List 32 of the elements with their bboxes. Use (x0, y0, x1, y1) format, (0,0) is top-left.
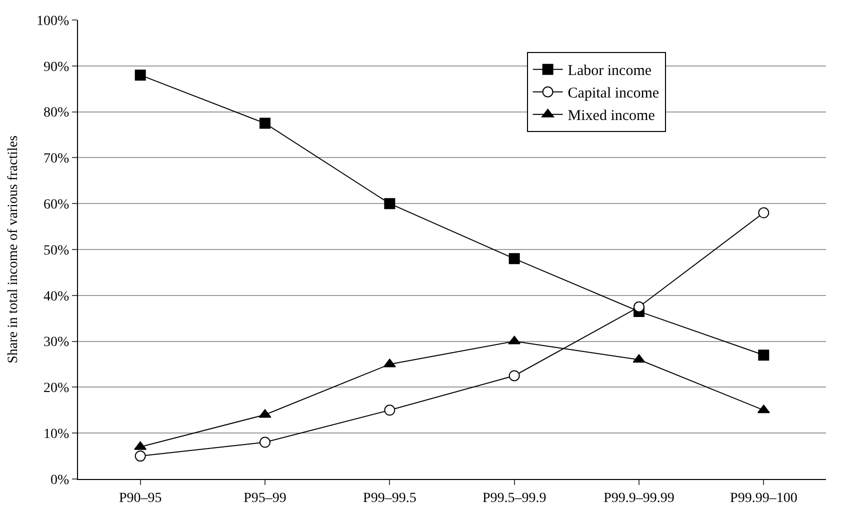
y-tick-label: 70% (44, 152, 70, 167)
y-tick-label: 80% (44, 106, 70, 121)
x-tick-label: P95–99 (244, 490, 286, 506)
y-tick-label: 90% (44, 60, 70, 75)
legend-label: Mixed income (568, 108, 656, 124)
point (134, 450, 146, 462)
y-tick-label: 40% (44, 289, 70, 304)
x-tick-label: P99.5–99.9 (482, 490, 546, 506)
point (758, 350, 770, 361)
y-tick-label: 60% (44, 198, 70, 212)
y-tick-label: 100% (36, 14, 70, 29)
point (384, 404, 396, 416)
point (260, 118, 270, 129)
point (758, 207, 770, 218)
y-tick-label: 0% (50, 472, 70, 488)
y-tick-label: 50% (44, 243, 70, 258)
x-tick-label: P99.9–99.99 (604, 490, 674, 506)
x-tick-label: P90–95 (118, 490, 162, 506)
y-tick-label: 10% (44, 427, 70, 442)
point (384, 198, 396, 210)
point (508, 253, 520, 264)
y-tick-label: 20% (44, 381, 70, 396)
legend-label: Labor income (568, 63, 652, 80)
y-tick-label: 30% (44, 335, 70, 350)
x-tick-label: P99.99–100 (730, 490, 798, 506)
point (134, 70, 146, 81)
point (634, 301, 644, 312)
point (508, 370, 520, 382)
point (260, 436, 270, 448)
y-axis-title: Share in total income of various fractiles (6, 136, 22, 364)
legend-label: Capital income (568, 86, 660, 102)
x-tick-label: P99–99.5 (363, 490, 416, 506)
